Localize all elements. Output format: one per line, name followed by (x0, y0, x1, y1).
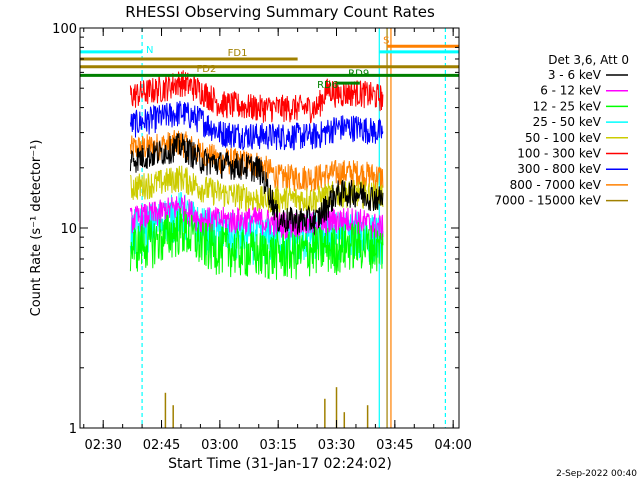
generation-date: 2-Sep-2022 00:40 (556, 469, 637, 479)
legend-label: 800 - 7000 keV (510, 178, 602, 192)
y-tick-label: 1 (69, 422, 77, 437)
data-series (129, 70, 384, 428)
legend-label: 50 - 100 keV (525, 131, 602, 145)
x-tick-label: 03:45 (376, 438, 413, 453)
legend-label: 100 - 300 keV (517, 147, 601, 161)
y-tick-label: 10 (60, 222, 77, 237)
x-axis: 02:30 02:45 03:00 03:15 03:30 03:45 04:00 (83, 28, 472, 453)
legend-label: 25 - 50 keV (533, 115, 602, 129)
flag-label: RD6 (317, 80, 338, 91)
series-line (129, 191, 384, 265)
x-tick-label: 03:00 (201, 438, 238, 453)
series-line (129, 195, 384, 241)
flag-label: S (383, 35, 389, 46)
legend-title: Det 3,6, Att 0 (548, 53, 629, 67)
series-line (129, 100, 384, 151)
x-tick-label: 04:00 (434, 438, 471, 453)
x-tick-label: 03:30 (318, 438, 355, 453)
flag-label: FD1 (228, 48, 248, 59)
x-tick-label: 02:45 (143, 438, 180, 453)
plot-area (79, 27, 460, 429)
x-tick-label: 02:30 (84, 438, 121, 453)
chart-title: RHESSI Observing Summary Count Rates (125, 3, 435, 21)
flag-bars (80, 44, 459, 85)
y-axis-label: Count Rate (s⁻¹ detector⁻¹) (29, 140, 44, 317)
series-line (129, 70, 384, 124)
x-axis-label: Start Time (31-Jan-17 02:24:02) (168, 456, 392, 472)
legend-label: 7000 - 15000 keV (494, 194, 601, 208)
flag-label: FD2 (197, 64, 217, 75)
legend-label: 3 - 6 keV (548, 68, 602, 82)
flag-label: RD9 (348, 68, 369, 79)
legend-label: 12 - 25 keV (533, 99, 602, 113)
series-line (129, 132, 384, 235)
y-axis: 1 10 100 (52, 22, 459, 437)
series-line (129, 208, 384, 280)
y-tick-label: 100 (52, 22, 77, 37)
flag-label: N (146, 45, 153, 56)
legend-label: 6 - 12 keV (540, 84, 602, 98)
legend-label: 300 - 800 keV (517, 162, 601, 176)
x-tick-label: 03:15 (259, 438, 296, 453)
